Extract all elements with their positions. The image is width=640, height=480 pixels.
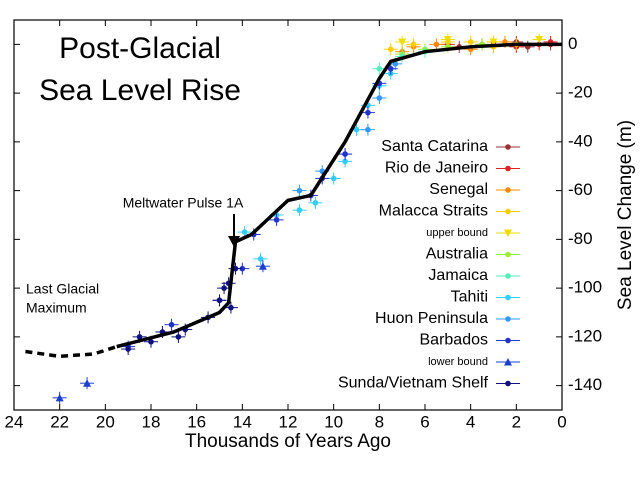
y-tick-label: 0 <box>568 34 577 53</box>
point <box>273 217 280 223</box>
point <box>342 151 348 157</box>
x-tick-label: 18 <box>142 412 161 431</box>
legend-label: upper bound <box>426 227 488 239</box>
legend-label: Tahiti <box>451 289 488 306</box>
point <box>410 41 417 48</box>
point <box>353 126 360 133</box>
chart-title: Post-Glacial <box>59 32 221 65</box>
y-tick-label: -140 <box>568 375 602 394</box>
x-tick-label: 2 <box>512 412 521 431</box>
point <box>296 187 303 194</box>
y-axis-label: Sea Level Change (m) <box>615 120 636 310</box>
chart-title: Sea Level Rise <box>39 74 241 107</box>
y-tick-label: -120 <box>568 326 602 345</box>
legend-label: Senegal <box>429 181 488 198</box>
legend-marker <box>505 144 511 150</box>
legend-marker <box>505 273 511 279</box>
legend-label: Rio de Janeiro <box>385 160 488 177</box>
legend-label: Sunda/Vietnam Shelf <box>338 375 489 392</box>
point <box>241 229 248 235</box>
y-tick-label: -80 <box>568 229 593 248</box>
point <box>136 334 143 340</box>
legend-marker <box>504 229 512 237</box>
point <box>342 158 348 165</box>
x-tick-label: 6 <box>420 412 429 431</box>
point <box>467 39 474 45</box>
y-tick-label: -60 <box>568 180 593 199</box>
point <box>55 393 64 402</box>
point <box>376 65 383 72</box>
legend-label: Malacca Straits <box>379 203 488 220</box>
x-tick-label: 8 <box>375 412 384 431</box>
annotation: Maximum <box>26 300 87 316</box>
point <box>376 95 383 101</box>
legend-marker <box>505 316 511 322</box>
x-tick-label: 0 <box>557 412 566 431</box>
x-tick-label: 10 <box>324 412 343 431</box>
legend-label: Barbados <box>420 332 489 349</box>
legend-marker <box>505 208 511 215</box>
legend-label: lower bound <box>428 356 488 368</box>
point <box>330 175 337 182</box>
legend-marker <box>505 380 511 387</box>
legend-marker <box>505 251 511 258</box>
legend-marker <box>505 187 511 193</box>
x-tick-label: 22 <box>50 412 69 431</box>
point <box>387 65 394 72</box>
point <box>175 334 182 340</box>
y-tick-label: -20 <box>568 83 593 102</box>
x-tick-label: 14 <box>233 412 252 431</box>
legend-label: Huon Peninsula <box>375 310 488 327</box>
legend-marker <box>505 337 511 344</box>
point <box>216 297 223 304</box>
point <box>168 321 175 328</box>
extrapolation-line <box>25 344 118 359</box>
point <box>443 36 452 44</box>
x-tick-label: 16 <box>187 412 206 431</box>
point <box>312 200 319 206</box>
point <box>387 46 394 53</box>
point <box>257 256 264 262</box>
x-tick-label: 12 <box>279 412 298 431</box>
legend-marker <box>504 358 512 366</box>
point <box>83 379 92 387</box>
point <box>125 346 131 352</box>
x-tick-label: 20 <box>96 412 115 431</box>
point <box>221 285 227 291</box>
trend-line <box>116 42 562 349</box>
legend-label: Australia <box>426 246 488 263</box>
annotation: Last Glacial <box>26 281 99 297</box>
point <box>258 262 267 270</box>
legend-label: Jamaica <box>428 267 488 284</box>
x-axis-label: Thousands of Years Ago <box>185 431 391 452</box>
annotation: Meltwater Pulse 1A <box>123 195 244 211</box>
point <box>228 304 234 311</box>
x-tick-label: 4 <box>466 412 475 431</box>
y-tick-label: -100 <box>568 278 602 297</box>
point <box>365 126 371 133</box>
point <box>535 36 544 44</box>
y-tick-label: -40 <box>568 131 593 150</box>
legend-label: Santa Catarina <box>381 138 488 155</box>
point <box>365 109 371 116</box>
legend-marker <box>505 294 511 301</box>
point <box>296 207 303 213</box>
point <box>392 61 399 67</box>
x-tick-label: 24 <box>5 412 24 431</box>
point <box>489 38 498 46</box>
point <box>148 338 154 345</box>
legend-marker <box>505 165 511 172</box>
point <box>398 38 407 46</box>
point <box>433 41 440 48</box>
